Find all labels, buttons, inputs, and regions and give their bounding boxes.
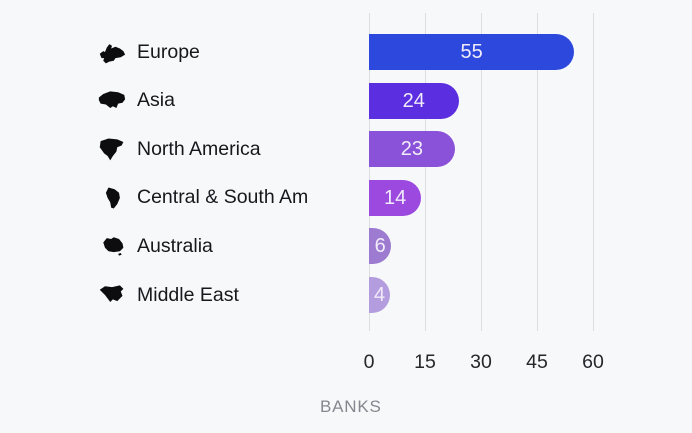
chart-row: North America 23 <box>0 131 692 168</box>
central-south-america-icon <box>98 186 126 210</box>
category-text: Central & South Am <box>137 186 309 209</box>
category-label: Central & South Am <box>98 180 308 216</box>
chart-row: Europe 55 <box>0 34 692 70</box>
category-label: North America <box>98 131 261 167</box>
bar-value-label: 55 <box>460 41 483 63</box>
category-label: Asia <box>98 83 175 119</box>
north-america-icon <box>98 137 126 161</box>
category-label: Middle East <box>98 277 239 313</box>
middle-east-icon <box>98 283 126 307</box>
category-label: Australia <box>98 228 213 264</box>
asia-icon <box>98 89 126 113</box>
bar-value-label: 23 <box>400 138 424 161</box>
bar-value-label: 14 <box>384 186 407 209</box>
gridline <box>593 13 594 331</box>
category-label: Europe <box>98 34 200 70</box>
gridline <box>537 13 538 331</box>
bar-middle-east[interactable]: 4 <box>369 277 390 313</box>
bar-australia[interactable]: 6 <box>369 228 392 265</box>
chart-row: Australia 6 <box>0 228 692 265</box>
x-tick-label: 0 <box>363 351 375 373</box>
category-text: Australia <box>137 234 213 257</box>
x-tick-label: 45 <box>526 351 548 373</box>
europe-icon <box>98 40 126 64</box>
australia-icon <box>98 234 126 258</box>
category-text: North America <box>137 137 261 160</box>
gridline <box>481 13 482 331</box>
bar-central-south-america[interactable]: 14 <box>369 179 422 216</box>
category-text: Middle East <box>137 283 239 306</box>
chart-row: Asia 24 <box>0 82 692 119</box>
x-tick-label: 60 <box>582 351 604 373</box>
gridline <box>425 13 426 331</box>
chart-row: Central & South Am 14 <box>0 179 692 216</box>
bar-north-america[interactable]: 23 <box>369 131 455 168</box>
bar-europe[interactable]: 55 <box>369 34 575 70</box>
bar-value-label: 6 <box>374 235 386 258</box>
bar-asia[interactable]: 24 <box>369 82 459 119</box>
bar-value-label: 24 <box>402 89 425 112</box>
x-tick-label: 30 <box>470 351 492 373</box>
bar-value-label: 4 <box>373 284 386 306</box>
chart-row: Middle East 4 <box>0 277 692 313</box>
x-axis-label: BANKS <box>320 397 382 416</box>
x-tick-label: 15 <box>414 351 436 373</box>
category-text: Europe <box>137 40 200 63</box>
category-text: Asia <box>137 89 175 112</box>
gridline <box>369 13 370 331</box>
